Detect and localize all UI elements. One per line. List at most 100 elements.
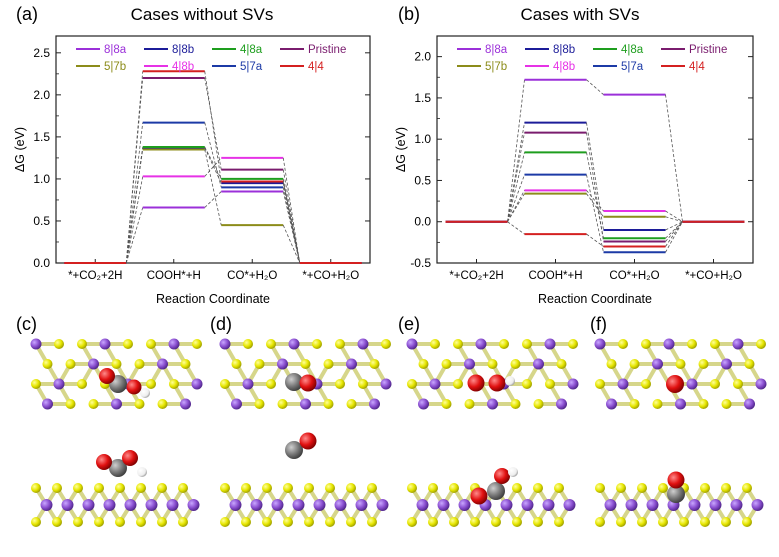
s-atom: [679, 517, 689, 527]
panel-e-letter: (e): [398, 314, 420, 334]
panel-c-structures: [30, 338, 203, 527]
s-atom: [136, 483, 146, 493]
legend-label: 4|8a: [240, 44, 263, 56]
mo-atom: [103, 499, 116, 511]
mo-atom: [418, 398, 429, 410]
s-atom: [606, 359, 617, 369]
mo-atom: [709, 499, 722, 511]
s-atom: [545, 379, 555, 389]
mo-atom: [369, 398, 380, 410]
connector-line: [665, 94, 683, 222]
mo-atom: [567, 378, 579, 390]
mo-atom: [219, 338, 231, 350]
s-atom: [169, 379, 179, 389]
legend-label: 4|8a: [621, 44, 644, 56]
s-atom: [675, 359, 686, 369]
s-atom: [54, 339, 64, 349]
s-atom: [687, 339, 697, 349]
y-tick-label: 0.5: [33, 214, 50, 228]
mo-atom: [686, 378, 698, 390]
mo-atom: [594, 338, 606, 350]
s-atom: [31, 517, 41, 527]
s-atom: [123, 339, 133, 349]
s-atom: [323, 359, 334, 369]
s-atom: [335, 339, 345, 349]
connector-line: [125, 71, 144, 264]
chart-a-energy-profile: 0.0 0.5 1.0 1.5 2.0 2.5 *+CO₂+2H COOH*+H CO*+H₂O…: [13, 35, 371, 306]
connector-line: [507, 174, 525, 222]
series-Pristine: [64, 77, 362, 264]
mo-atom: [242, 378, 254, 390]
s-atom: [346, 517, 356, 527]
s-atom: [629, 399, 640, 409]
series-Pristine: [445, 131, 745, 243]
s-atom: [367, 517, 377, 527]
legend-label: 8|8b: [172, 44, 194, 56]
connector-line: [586, 132, 604, 242]
connector-line: [665, 221, 683, 231]
plot-frame: [436, 35, 754, 264]
series-8-8a: [64, 190, 362, 264]
s-atom: [134, 399, 145, 409]
s-atom: [42, 359, 53, 369]
s-atom: [487, 359, 498, 369]
x-category-label: *+CO+H₂O: [302, 270, 359, 282]
s-atom: [510, 359, 521, 369]
mo-atom: [606, 398, 617, 410]
mo-atom: [625, 499, 638, 511]
mo-atom: [755, 378, 767, 390]
plot-frame: [55, 35, 371, 264]
s-atom: [266, 379, 276, 389]
series-4-8b: [64, 156, 362, 264]
series-8-8a: [445, 78, 745, 223]
legend-label: 4|4: [689, 61, 705, 73]
s-atom: [52, 483, 62, 493]
s-atom: [157, 399, 168, 409]
s-atom: [220, 483, 230, 493]
connector-line: [282, 225, 301, 264]
o-atom: [467, 374, 485, 392]
legend-label: 4|8b: [172, 61, 194, 73]
y-tick-label: 2.0: [414, 50, 431, 64]
legend-label: 8|8a: [485, 44, 508, 56]
s-atom: [700, 483, 710, 493]
mo-atom: [521, 499, 534, 511]
panel-d-structures: [219, 338, 392, 527]
series-8-8b: [64, 146, 362, 264]
s-atom: [522, 339, 532, 349]
connector-line: [507, 221, 525, 235]
s-atom: [629, 359, 640, 369]
mo-atom: [40, 499, 53, 511]
top-view-lattice: [30, 338, 203, 410]
s-atom: [231, 359, 242, 369]
s-atom: [733, 379, 743, 389]
mo-atom: [88, 358, 99, 370]
mo-atom: [429, 378, 441, 390]
x-category-label: CO*+H₂O: [227, 270, 277, 282]
connector-line: [125, 149, 144, 264]
mo-atom: [458, 499, 471, 511]
s-atom: [283, 483, 293, 493]
o-atom: [299, 374, 317, 392]
connector-line: [586, 152, 604, 239]
h-atom: [137, 467, 147, 477]
connector-line: [204, 71, 222, 182]
o-atom: [122, 450, 138, 466]
mo-atom: [157, 358, 168, 370]
legend-label: 5|7b: [485, 61, 507, 73]
s-atom: [470, 517, 480, 527]
mo-atom: [191, 378, 203, 390]
legend-label: 5|7b: [104, 61, 126, 73]
s-atom: [512, 517, 522, 527]
mo-atom: [544, 338, 556, 350]
connector-line: [586, 79, 604, 95]
s-atom: [312, 339, 322, 349]
panel-d-letter: (d): [210, 314, 232, 334]
x-category-label: COOH*+H: [147, 270, 201, 282]
mo-atom: [604, 499, 617, 511]
connector-line: [586, 122, 604, 231]
mo-atom: [277, 358, 288, 370]
s-atom: [658, 483, 668, 493]
mo-atom: [187, 499, 200, 511]
mo-atom: [652, 358, 663, 370]
